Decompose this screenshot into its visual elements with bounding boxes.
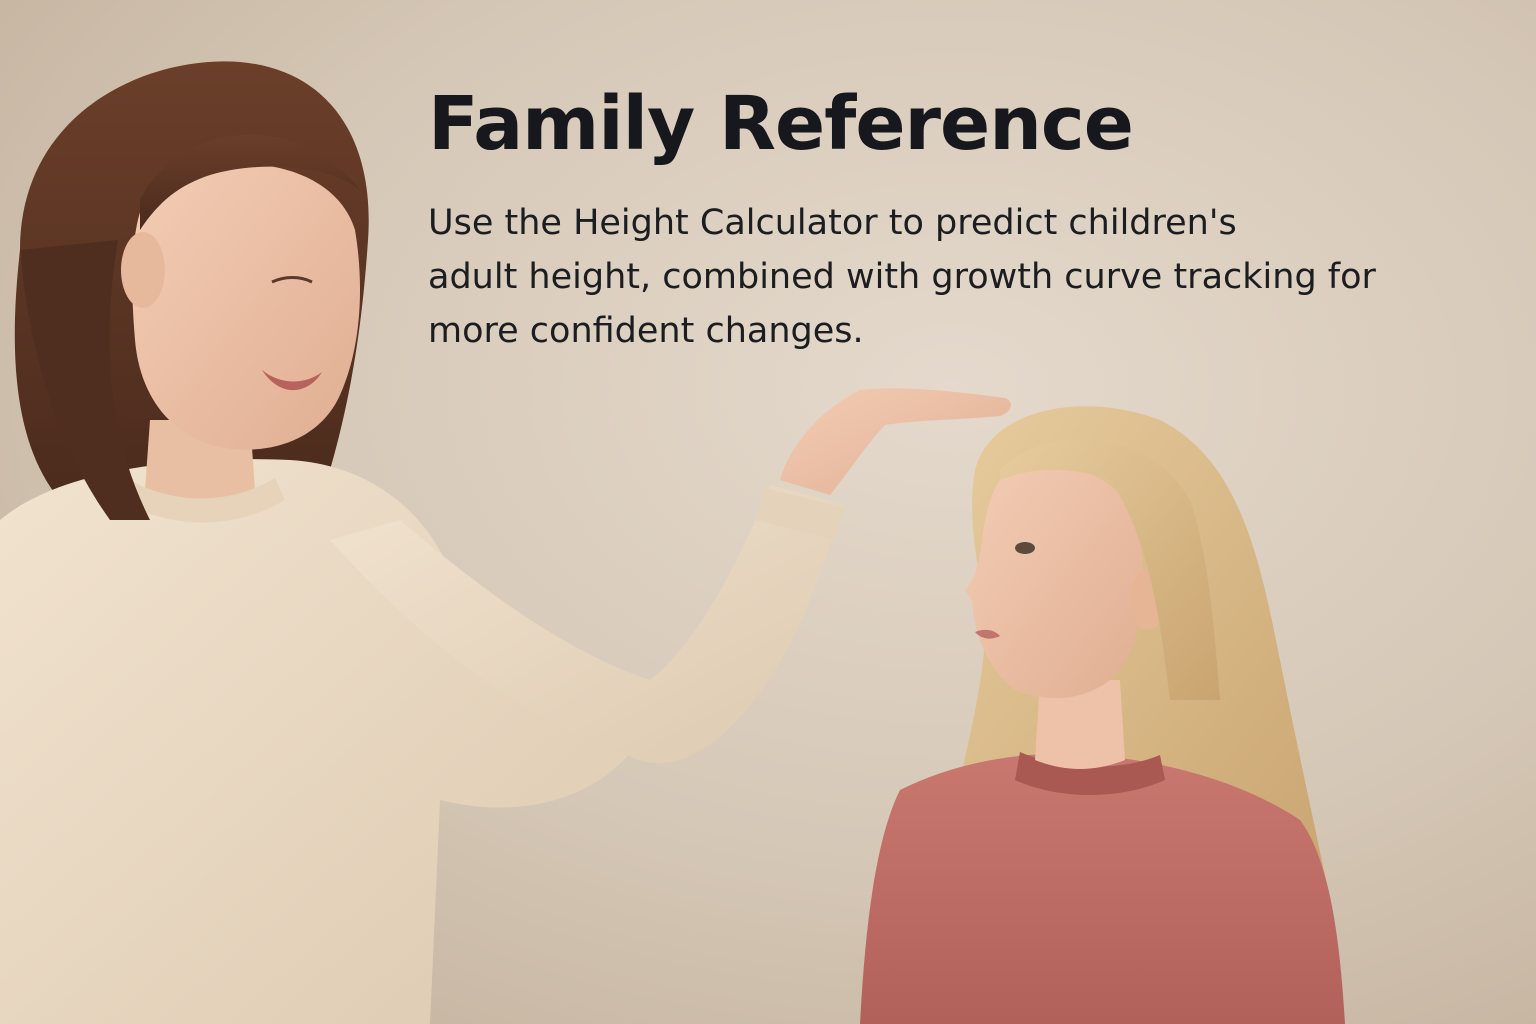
body-line: more confident changes. <box>428 311 864 351</box>
body-line: adult height, combined with growth curve… <box>428 257 1376 297</box>
body-copy: Use the Height Calculator to predict chi… <box>428 196 1388 358</box>
headline: Family Reference <box>428 81 1134 167</box>
body-line: Use the Height Calculator to predict chi… <box>428 203 1237 243</box>
